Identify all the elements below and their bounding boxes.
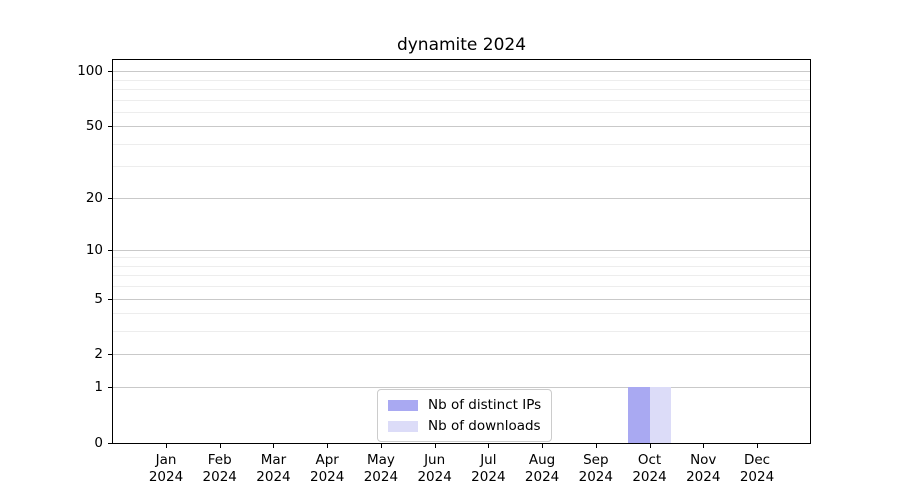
x-tick-mark-jun (434, 444, 436, 448)
y-minor-gridline-7 (113, 275, 810, 277)
y-major-gridline-10 (113, 249, 810, 251)
legend-entry-downloads: Nb of downloads (388, 417, 541, 435)
y-minor-gridline-60 (113, 111, 810, 113)
y-minor-gridline-4 (113, 313, 810, 315)
x-tick-label-jun: Jun 2024 (417, 452, 452, 485)
legend-swatch-distinct-ips (388, 399, 418, 411)
x-tick-mark-sep (595, 444, 597, 448)
x-tick-mark-apr (327, 444, 329, 448)
y-tick-mark-20 (108, 197, 112, 199)
legend-swatch-downloads (388, 420, 418, 432)
y-minor-gridline-40 (113, 143, 810, 145)
y-minor-gridline-90 (113, 79, 810, 81)
x-tick-mark-jul (488, 444, 490, 448)
y-major-gridline-50 (113, 126, 810, 128)
x-tick-label-oct: Oct 2024 (632, 452, 667, 485)
y-major-gridline-2 (113, 354, 810, 356)
legend: Nb of distinct IPs Nb of downloads (377, 389, 553, 442)
y-tick-label-20: 20 (85, 189, 103, 206)
y-tick-mark-100 (108, 71, 112, 73)
y-minor-gridline-6 (113, 286, 810, 288)
x-tick-mark-may (380, 444, 382, 448)
y-major-gridline-5 (113, 298, 810, 300)
x-tick-mark-nov (703, 444, 705, 448)
y-minor-gridline-9 (113, 257, 810, 259)
y-tick-label-100: 100 (77, 63, 103, 80)
y-tick-label-50: 50 (85, 118, 103, 135)
y-tick-mark-50 (108, 126, 112, 128)
legend-entry-distinct-ips: Nb of distinct IPs (388, 396, 541, 414)
bar-oct-downloads (649, 387, 672, 443)
plot-area: 0 1 2 5 10 20 50 100 Jan 2024 Feb 2024 Mar 2024 Apr… (77, 59, 811, 485)
y-tick-mark-2 (108, 354, 112, 356)
x-tick-mark-mar (273, 444, 275, 448)
y-minor-gridline-3 (113, 331, 810, 333)
x-tick-label-feb: Feb 2024 (202, 452, 237, 485)
legend-label-downloads: Nb of downloads (428, 418, 541, 434)
y-tick-label-1: 1 (94, 379, 103, 396)
y-tick-label-10: 10 (85, 241, 103, 258)
y-major-gridline-1 (113, 387, 810, 389)
x-tick-mark-aug (542, 444, 544, 448)
x-tick-label-may: May 2024 (363, 452, 399, 485)
y-tick-mark-5 (108, 298, 112, 300)
x-tick-mark-dec (757, 444, 758, 448)
x-tick-label-jan: Jan 2024 (148, 452, 184, 485)
x-tick-mark-oct (649, 444, 651, 448)
x-tick-mark-feb (219, 444, 221, 448)
legend-label-distinct-ips: Nb of distinct IPs (428, 397, 542, 413)
y-minor-gridline-30 (113, 166, 810, 168)
y-minor-gridline-70 (113, 99, 810, 101)
x-tick-label-sep: Sep 2024 (578, 452, 613, 485)
y-tick-label-2: 2 (94, 346, 103, 363)
y-major-gridline-100 (113, 71, 810, 73)
y-tick-mark-1 (108, 387, 112, 389)
y-major-gridline-20 (113, 197, 810, 199)
x-tick-label-jul: Jul 2024 (471, 452, 506, 485)
chart-title: dynamite 2024 (396, 35, 527, 55)
y-tick-label-0: 0 (94, 435, 103, 451)
x-tick-label-mar: Mar 2024 (256, 452, 291, 485)
y-minor-gridline-80 (113, 88, 810, 90)
x-tick-label-dec: Dec 2024 (739, 452, 775, 485)
x-tick-label-aug: Aug 2024 (524, 452, 560, 485)
bar-oct-distinct-ips (628, 387, 650, 443)
y-tick-mark-10 (108, 249, 112, 251)
y-tick-mark-0 (108, 443, 112, 444)
y-tick-label-5: 5 (94, 290, 103, 307)
x-tick-label-nov: Nov 2024 (686, 452, 721, 485)
x-tick-mark-jan (166, 444, 167, 448)
x-tick-label-apr: Apr 2024 (309, 452, 345, 485)
y-minor-gridline-8 (113, 265, 810, 267)
